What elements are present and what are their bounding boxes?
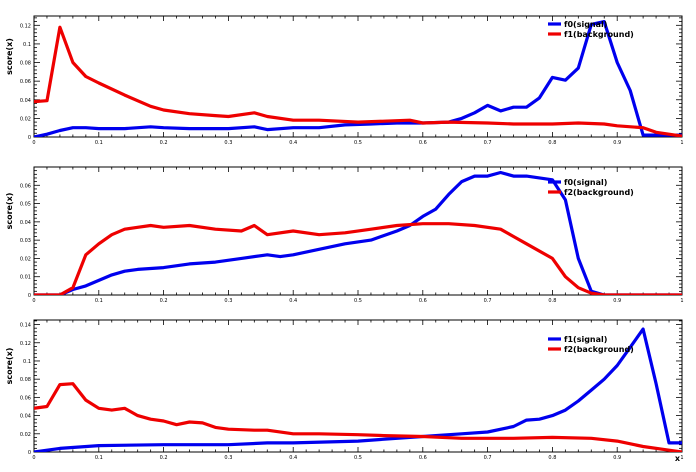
x-tick-label: 0.8 (548, 455, 556, 461)
x-tick-label: 0.1 (95, 140, 103, 146)
chart-panel-2: 0 0.1 0.2 0.3 0.4 0.5 0.6 0.7 0.8 0.9 1 0 0.01 0.02 0.… (5, 166, 684, 304)
y-tick-label: 0 (28, 293, 31, 299)
y-tick-label: 0 (28, 450, 31, 456)
x-tick-label: 0.7 (484, 140, 492, 146)
y-tick-label: 0.04 (20, 220, 31, 226)
x-tick-label: 0.9 (613, 140, 621, 146)
y-axis-title: score(x) (5, 193, 14, 230)
series-line-f1(background) (34, 25, 682, 137)
y-tick-label: 0.02 (20, 256, 31, 262)
x-tick-label: 0.3 (224, 298, 232, 304)
y-tick-label: 0.02 (20, 116, 31, 122)
y-axis-title: score(x) (5, 38, 14, 75)
x-tick-label: 0.5 (354, 140, 362, 146)
legend: f1(signal)f2(background) (548, 335, 634, 354)
x-tick-label: 0.7 (484, 298, 492, 304)
y-tick-label: 0.04 (20, 98, 31, 104)
series-line-f1(signal) (34, 327, 682, 452)
series-line-f2(background) (34, 222, 682, 295)
x-tick-label: 1 (680, 455, 683, 461)
x-tick-label: 0.5 (354, 455, 362, 461)
series-line-f2(background) (34, 382, 682, 452)
y-tick-label: 0.05 (20, 202, 31, 208)
y-axis-title: score(x) (5, 348, 14, 385)
legend-label: f1(background) (564, 30, 634, 39)
x-tick-label: 0.7 (484, 455, 492, 461)
x-tick-label: 0.5 (354, 298, 362, 304)
y-tick-label: 0.1 (23, 42, 31, 48)
x-tick-label: 0.8 (548, 298, 556, 304)
y-tick-label: 0.03 (20, 238, 31, 244)
legend-label: f0(signal) (564, 20, 607, 29)
y-tick-label: 0.12 (20, 23, 31, 29)
x-tick-label: 0.1 (95, 298, 103, 304)
legend-label: f2(background) (564, 188, 634, 197)
x-tick-label: 0.2 (160, 140, 168, 146)
y-tick-label: 0.06 (20, 79, 31, 85)
x-tick-label: 0 (32, 140, 35, 146)
x-axis-title: x (675, 454, 681, 463)
y-tick-label: 0.06 (20, 183, 31, 189)
y-tick-label: 0.02 (20, 432, 31, 438)
x-tick-label: 0 (32, 455, 35, 461)
y-tick-label: 0.14 (20, 323, 31, 329)
x-tick-label: 0.3 (224, 455, 232, 461)
x-tick-label: 0 (32, 298, 35, 304)
legend: f0(signal)f2(background) (548, 178, 634, 197)
x-tick-label: 0.6 (419, 140, 427, 146)
x-tick-label: 0.9 (613, 298, 621, 304)
chart-panel-3: 0 0.1 0.2 0.3 0.4 0.5 0.6 0.7 0.8 0.9 1 0 0.02 0.04 0.… (5, 319, 684, 463)
chart-panel-1: 0 0.1 0.2 0.3 0.4 0.5 0.6 0.7 0.8 0.9 1 0 0.02 0.04 0.… (5, 15, 684, 146)
x-tick-label: 0.1 (95, 455, 103, 461)
y-tick-label: 0.04 (20, 414, 31, 420)
x-tick-label: 0.6 (419, 298, 427, 304)
legend-label: f1(signal) (564, 335, 607, 344)
x-tick-label: 0.9 (613, 455, 621, 461)
series-line-f0(signal) (34, 170, 682, 295)
x-tick-label: 0.8 (548, 140, 556, 146)
y-tick-label: 0.08 (20, 377, 31, 383)
y-tick-label: 0.01 (20, 275, 31, 281)
y-tick-label: 0.12 (20, 341, 31, 347)
x-tick-label: 0.4 (289, 140, 297, 146)
x-tick-label: 1 (680, 298, 683, 304)
y-tick-label: 0.06 (20, 395, 31, 401)
y-tick-label: 0.08 (20, 61, 31, 67)
y-tick-label: 0.1 (23, 359, 31, 365)
x-tick-label: 1 (680, 140, 683, 146)
x-tick-label: 0.4 (289, 298, 297, 304)
x-tick-label: 0.2 (160, 455, 168, 461)
legend: f0(signal)f1(background) (548, 20, 634, 39)
x-tick-label: 0.6 (419, 455, 427, 461)
x-tick-label: 0.4 (289, 455, 297, 461)
x-tick-label: 0.3 (224, 140, 232, 146)
legend-label: f2(background) (564, 345, 634, 354)
legend-label: f0(signal) (564, 178, 607, 187)
y-tick-label: 0 (28, 135, 31, 141)
x-tick-label: 0.2 (160, 298, 168, 304)
